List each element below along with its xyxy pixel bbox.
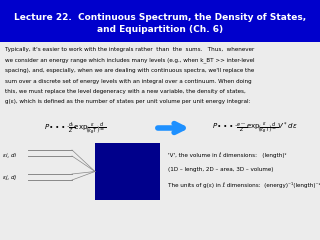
- Text: The units of g(ε) in ℓ dimensions:  (energy)⁻¹(length)⁻ᵌ: The units of g(ε) in ℓ dimensions: (ener…: [168, 182, 320, 188]
- Text: (1D – length, 2D – area, 3D – volume): (1D – length, 2D – area, 3D – volume): [168, 168, 273, 173]
- Text: 'V', the volume in ℓ dimensions:   (length)ᵌ: 'V', the volume in ℓ dimensions: (length…: [168, 152, 286, 158]
- Text: spacing), and, especially, when we are dealing with continuous spectra, we'll re: spacing), and, especially, when we are d…: [5, 68, 254, 73]
- FancyArrowPatch shape: [158, 124, 183, 132]
- Text: this, we must replace the level degeneracy with a new variable, the density of s: this, we must replace the level degenera…: [5, 89, 246, 94]
- Text: εi, di: εi, di: [3, 152, 16, 157]
- Text: g(ε), which is defined as the number of states per unit volume per unit energy i: g(ε), which is defined as the number of …: [5, 100, 250, 104]
- Text: and Equipartition (Ch. 6): and Equipartition (Ch. 6): [97, 25, 223, 34]
- Text: $P\!\bullet\!\bullet\!\bullet\!\cdot\!\frac{d_i}{Z}\mathrm{exp}\!\left(\!\frac{\: $P\!\bullet\!\bullet\!\bullet\!\cdot\!\f…: [44, 120, 106, 136]
- Text: $P\!\bullet\!\bullet\!\bullet\!\cdot\!\frac{e^{\bullet\!\bullet}}{Z}\mathrm{exp}: $P\!\bullet\!\bullet\!\bullet\!\cdot\!\f…: [212, 121, 298, 135]
- Text: we consider an energy range which includes many levels (e.g., when k_BT >> inter: we consider an energy range which includ…: [5, 58, 254, 63]
- Text: εj, dj: εj, dj: [3, 175, 16, 180]
- Bar: [0, 0, 320, 42]
- Text: Lecture 22.  Continuous Spectrum, the Density of States,: Lecture 22. Continuous Spectrum, the Den…: [14, 13, 306, 22]
- Bar: [95, 143, 160, 200]
- Text: sum over a discrete set of energy levels with an integral over a continuum. When: sum over a discrete set of energy levels…: [5, 78, 252, 84]
- Text: Typically, it's easier to work with the integrals rather  than  the  sums.   Thu: Typically, it's easier to work with the …: [5, 47, 254, 52]
